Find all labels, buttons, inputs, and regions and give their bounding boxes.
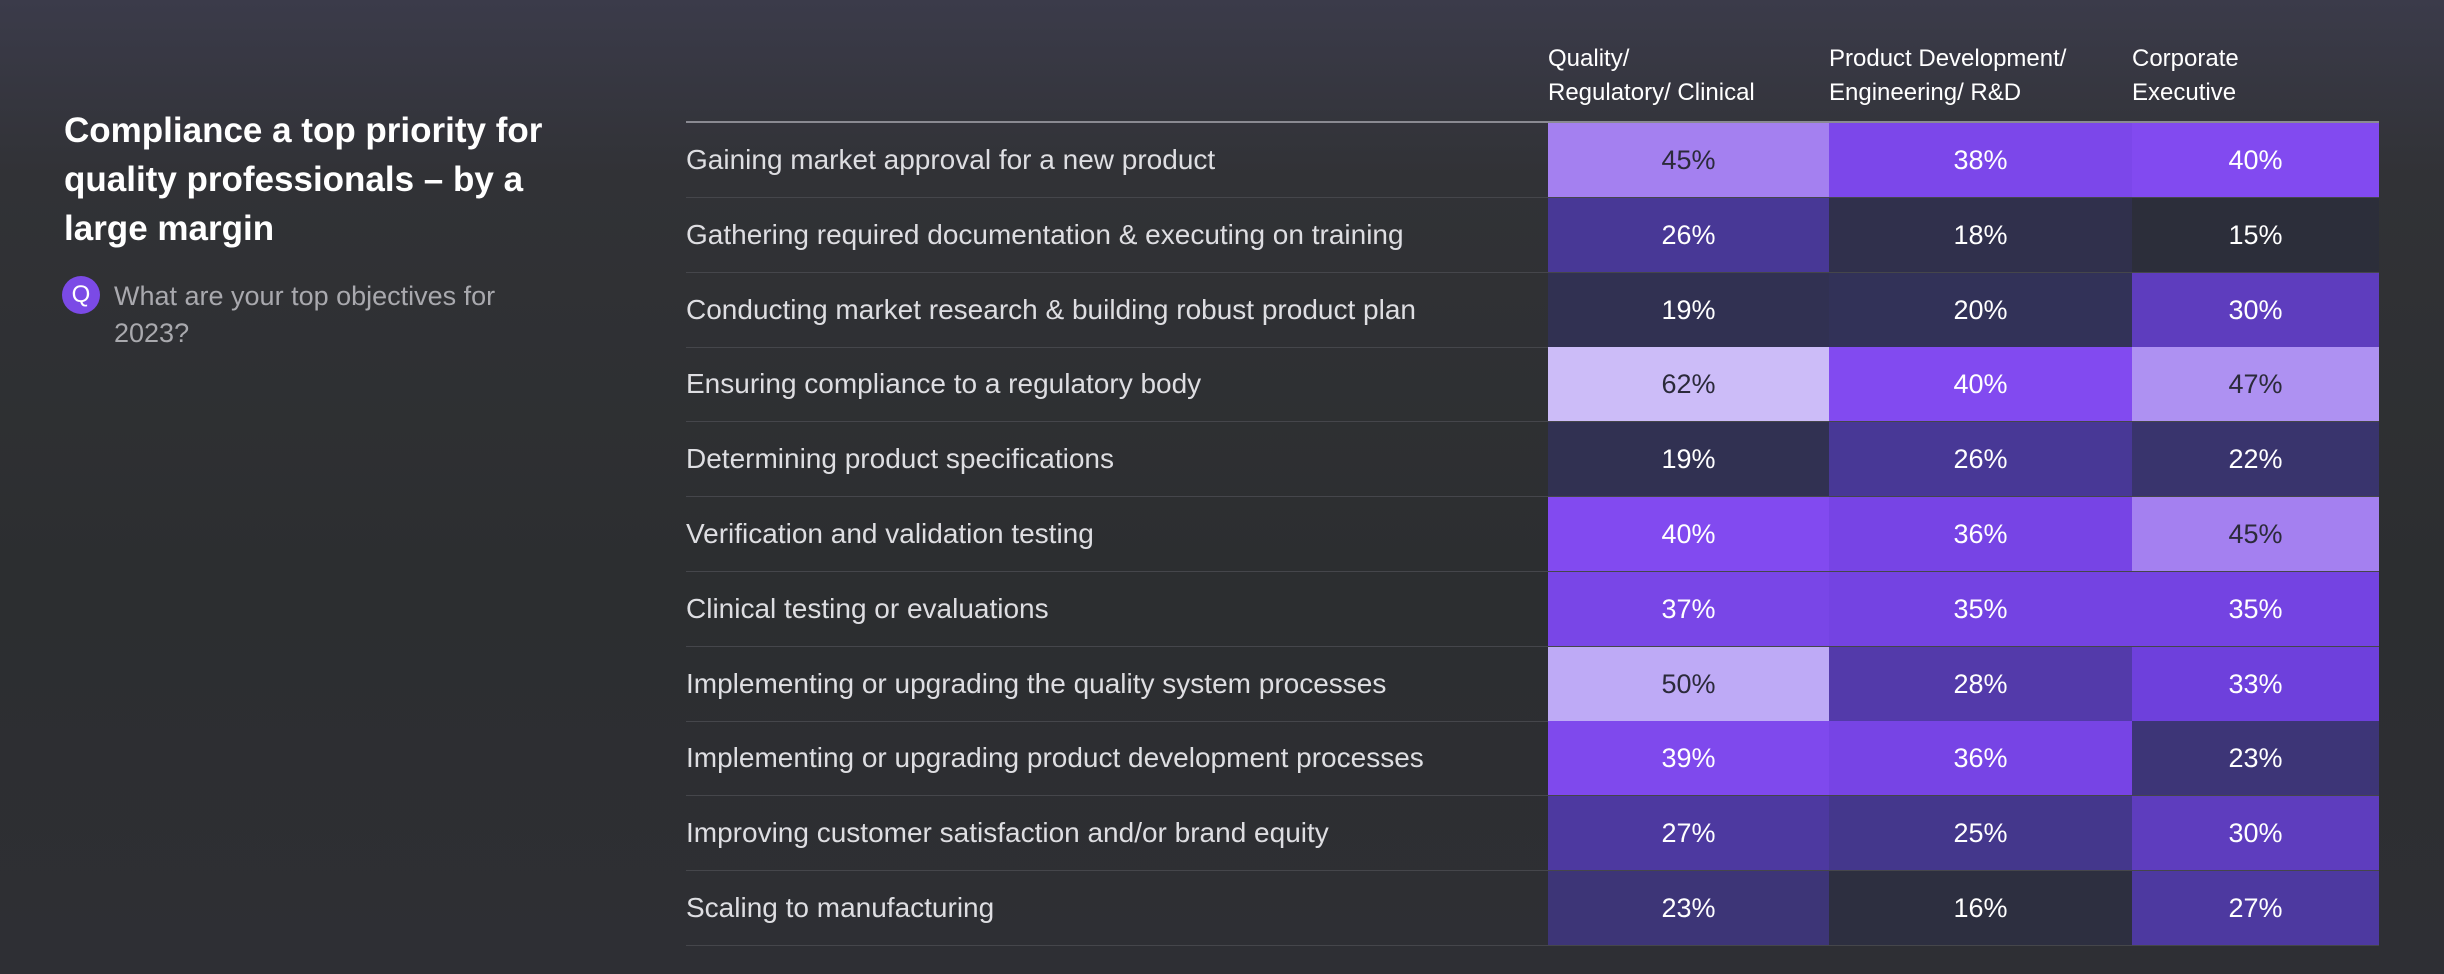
heat-cell: 35% (2132, 571, 2379, 646)
heat-cell: 22% (2132, 422, 2379, 497)
heat-cell: 62% (1548, 347, 1829, 422)
row-label: Verification and validation testing (686, 518, 1094, 549)
table-row: Gathering required documentation & execu… (686, 197, 2379, 273)
column-header-line: Engineering/ R&D (1829, 79, 2022, 106)
heat-cell: 30% (2132, 272, 2379, 347)
heat-cell: 36% (1829, 497, 2132, 571)
heat-cell: 23% (1548, 871, 1829, 945)
table-row: Implementing or upgrading the quality sy… (686, 646, 2379, 722)
heat-cell: 36% (1829, 721, 2132, 796)
table-row: Implementing or upgrading product develo… (686, 721, 2379, 797)
question: What are your top objectives for 2023? (114, 281, 496, 348)
table-row: Conducting market research & building ro… (686, 272, 2379, 348)
heat-cell: 38% (1829, 123, 2132, 197)
heat-cell: 23% (2132, 721, 2379, 796)
heat-cell: 45% (2132, 497, 2379, 571)
heat-cell: 37% (1548, 571, 1829, 646)
heat-cell: 27% (1548, 796, 1829, 871)
row-label: Implementing or upgrading the quality sy… (686, 667, 1387, 699)
heat-cell: 16% (1829, 871, 2132, 945)
heat-cell: 27% (2132, 871, 2379, 945)
table-row: Determining product specifications 19% 26%… (686, 422, 2379, 498)
table-row: Scaling to manufacturing 23% 16% 27% (686, 871, 2379, 946)
column-header-line: Corporate (2132, 45, 2239, 72)
heat-cell: 33% (2132, 646, 2379, 721)
row-label: Ensuring compliance to a regulatory body (686, 368, 1202, 400)
row-label: Determining product specifications (686, 443, 1114, 475)
heat-cell: 19% (1548, 272, 1829, 347)
heat-cell: 26% (1548, 197, 1829, 272)
row-label: Scaling to manufacturing (686, 892, 995, 923)
row-label: Conducting market research & building ro… (686, 293, 1416, 325)
heat-cell: 15% (2132, 197, 2379, 272)
heat-cell: 40% (1829, 347, 2132, 422)
heat-cell: 50% (1548, 646, 1829, 721)
heat-cell: 20% (1829, 272, 2132, 347)
row-label: Implementing or upgrading product develo… (686, 742, 1424, 774)
heat-cell: 28% (1829, 646, 2132, 721)
column-header: Quality/Regulatory/ Clinical (1548, 42, 1755, 110)
row-label: Gathering required documentation & execu… (686, 218, 1404, 250)
heat-cell: 18% (1829, 197, 2132, 272)
table-row: Gaining market approval for a new produc… (686, 123, 2379, 198)
column-header: Product Development/Engineering/ R&D (1829, 42, 2066, 110)
table-row: Verification and validation testing 40% 36… (686, 497, 2379, 572)
table-row: Clinical testing or evaluations 37% 35% 35% (686, 571, 2379, 647)
column-header-line: Executive (2132, 79, 2237, 106)
heat-cell: 40% (2132, 123, 2379, 197)
heat-cell: 26% (1829, 422, 2132, 497)
column-header-line: Product Development/ (1829, 45, 2067, 72)
table-row: Ensuring compliance to a regulatory body… (686, 347, 2379, 423)
header-rule (686, 121, 2379, 123)
heat-cell: 47% (2132, 347, 2379, 422)
column-header: Corporate Executive (2132, 42, 2239, 110)
column-header-line: Quality/ (1548, 45, 1630, 72)
row-label: Improving customer satisfaction and/or b… (686, 817, 1329, 849)
heat-cell: 40% (1548, 497, 1829, 571)
row-label: Clinical testing or evaluations (686, 592, 1049, 624)
heat-cell: 45% (1548, 123, 1829, 197)
heat-cell: 35% (1829, 571, 2132, 646)
heat-cell: 25% (1829, 796, 2132, 871)
table-row: Improving customer satisfaction and/or b… (686, 796, 2379, 872)
title: Compliance a top priority for quality pr… (64, 111, 543, 248)
row-label: Gaining market approval for a new produc… (686, 144, 1216, 175)
heat-cell: 30% (2132, 796, 2379, 871)
question-icon: Q (62, 276, 100, 314)
heat-cell: 39% (1548, 721, 1829, 796)
heat-cell: 19% (1548, 422, 1829, 497)
column-header-line: Regulatory/ Clinical (1548, 79, 1755, 106)
